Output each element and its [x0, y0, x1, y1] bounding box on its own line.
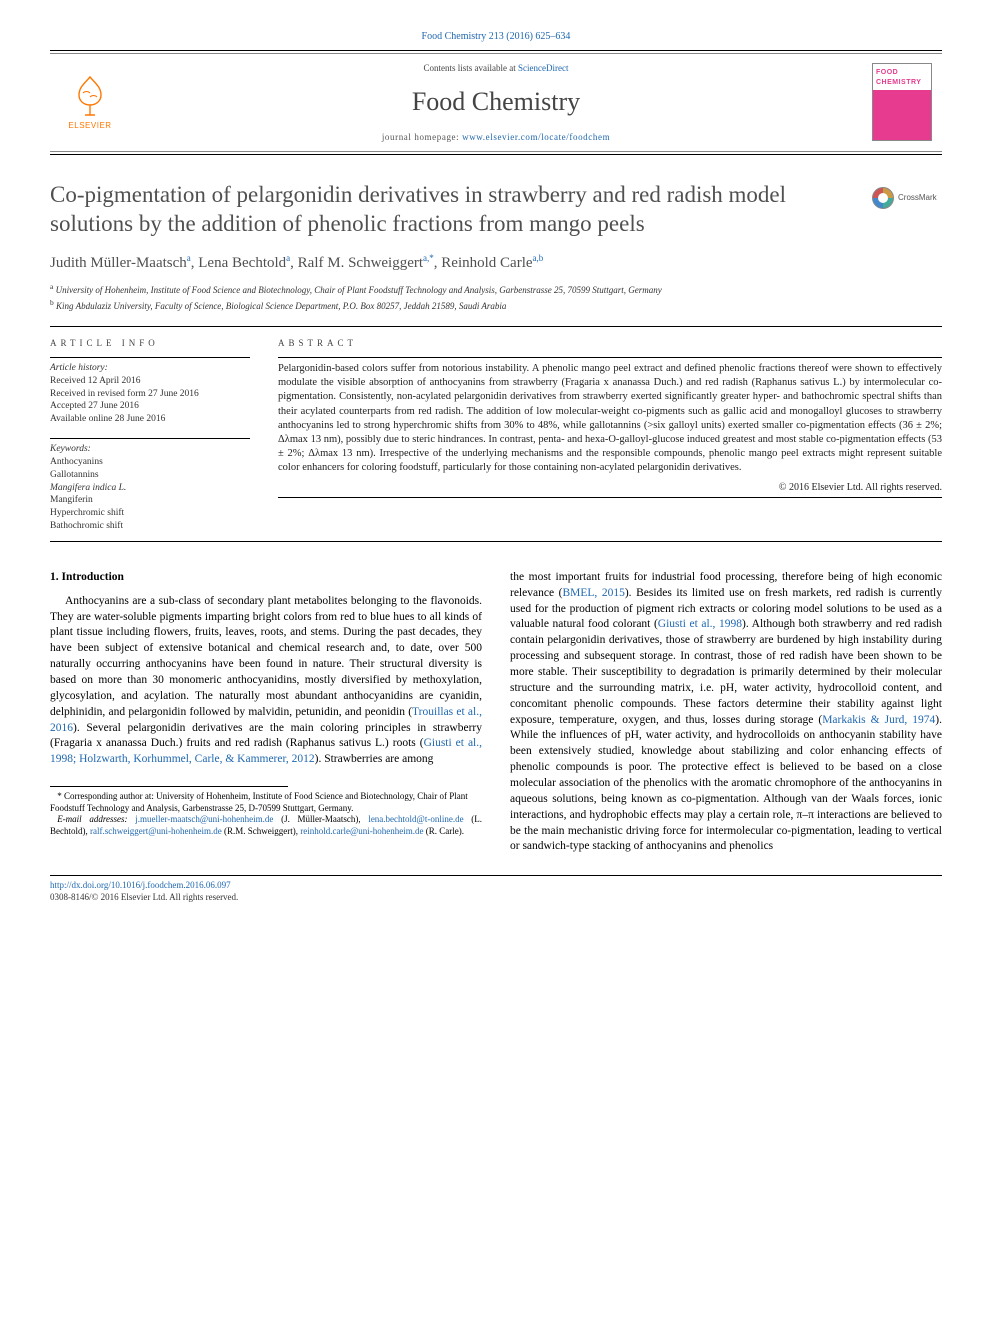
email-addresses: E-mail addresses: j.mueller-maatsch@uni-…: [50, 814, 482, 837]
email-link[interactable]: reinhold.carle@uni-hohenheim.de: [300, 826, 423, 836]
elsevier-text: ELSEVIER: [68, 121, 111, 132]
body-text: ). Several pelargonidin derivatives are …: [50, 722, 482, 750]
journal-cover-thumbnail: FOOD CHEMISTRY: [872, 63, 932, 141]
rule: [278, 497, 942, 498]
article-title: Co-pigmentation of pelargonidin derivati…: [50, 181, 942, 239]
citation-link[interactable]: BMEL, 2015: [562, 587, 624, 599]
rule: [50, 154, 942, 155]
elsevier-tree-icon: [67, 73, 113, 119]
doi-footer: http://dx.doi.org/10.1016/j.foodchem.201…: [50, 875, 942, 903]
rule: [278, 357, 942, 358]
body-text: ). While the influences of pH, water act…: [510, 714, 942, 853]
history-label: Article history:: [50, 362, 250, 375]
email-link[interactable]: j.mueller-maatsch@uni-hohenheim.de: [135, 814, 273, 824]
elsevier-logo: ELSEVIER: [60, 67, 120, 137]
author-list: Judith Müller-Maatscha, Lena Bechtolda, …: [50, 252, 942, 273]
keyword: Mangiferin: [50, 494, 250, 507]
issn-copyright: 0308-8146/© 2016 Elsevier Ltd. All right…: [50, 892, 238, 902]
rule: [50, 541, 942, 542]
author-aff: a,b: [533, 253, 544, 263]
body-text: ). Although both strawberry and red radi…: [510, 618, 942, 725]
body-paragraph: Anthocyanins are a sub-class of secondar…: [50, 594, 482, 768]
email-who: (J. Müller-Maatsch): [281, 814, 358, 824]
doi-link[interactable]: http://dx.doi.org/10.1016/j.foodchem.201…: [50, 880, 231, 890]
crossmark-badge[interactable]: CrossMark: [872, 187, 942, 209]
journal-homepage: journal homepage: www.elsevier.com/locat…: [120, 131, 872, 143]
abstract-heading: abstract: [278, 337, 942, 349]
author: Reinhold Carle: [441, 255, 532, 271]
author-aff: a: [286, 253, 290, 263]
crossmark-icon: [872, 187, 894, 209]
affiliation-b: b King Abdulaziz University, Faculty of …: [50, 298, 942, 312]
article-info-column: article info Article history: Received 1…: [50, 337, 250, 533]
history-item: Received in revised form 27 June 2016: [50, 388, 250, 401]
homepage-prefix: journal homepage:: [382, 132, 462, 142]
rule: [50, 357, 250, 358]
history-item: Accepted 27 June 2016: [50, 400, 250, 413]
homepage-link[interactable]: www.elsevier.com/locate/foodchem: [462, 132, 610, 142]
cover-line2: CHEMISTRY: [876, 78, 928, 87]
abstract-copyright: © 2016 Elsevier Ltd. All rights reserved…: [278, 481, 942, 495]
author: Lena Bechtold: [198, 255, 286, 271]
author-aff: a,*: [423, 253, 434, 263]
affiliation-a: a University of Hohenheim, Institute of …: [50, 282, 942, 296]
author: Judith Müller-Maatsch: [50, 255, 187, 271]
article-info-heading: article info: [50, 337, 250, 349]
citation-line: Food Chemistry 213 (2016) 625–634: [50, 30, 942, 44]
rule: [50, 50, 942, 51]
body-text: ). Strawberries are among: [315, 753, 434, 765]
abstract-text: Pelargonidin-based colors suffer from no…: [278, 362, 942, 475]
section-heading: 1. Introduction: [50, 570, 482, 586]
body-paragraph: the most important fruits for industrial…: [510, 570, 942, 855]
cover-line1: FOOD: [876, 68, 928, 77]
keyword: Bathochromic shift: [50, 520, 250, 533]
abstract-column: abstract Pelargonidin-based colors suffe…: [278, 337, 942, 533]
email-who: (R.M. Schweiggert): [224, 826, 296, 836]
email-who: (R. Carle): [426, 826, 462, 836]
rule: [50, 326, 942, 327]
keyword: Anthocyanins: [50, 456, 250, 469]
journal-header: ELSEVIER Contents lists available at Sci…: [50, 53, 942, 152]
keyword: Gallotannins: [50, 469, 250, 482]
crossmark-label: CrossMark: [898, 193, 937, 203]
affil-text: University of Hohenheim, Institute of Fo…: [56, 285, 662, 295]
contents-prefix: Contents lists available at: [424, 63, 518, 73]
journal-title: Food Chemistry: [120, 84, 872, 119]
body-text: Anthocyanins are a sub-class of secondar…: [50, 595, 482, 718]
email-label: E-mail addresses:: [57, 814, 127, 824]
footnote-rule: [50, 786, 288, 787]
keyword: Mangifera indica L.: [50, 482, 250, 495]
author-aff: a: [187, 253, 191, 263]
rule: [50, 438, 250, 439]
corresponding-author-footnote: * Corresponding author at: University of…: [50, 791, 482, 814]
keyword: Hyperchromic shift: [50, 507, 250, 520]
body-two-column: 1. Introduction Anthocyanins are a sub-c…: [50, 570, 942, 855]
keyword-italic: Mangifera indica L.: [50, 483, 126, 493]
email-link[interactable]: lena.bechtold@t-online.de: [368, 814, 463, 824]
history-item: Received 12 April 2016: [50, 375, 250, 388]
affil-text: King Abdulaziz University, Faculty of Sc…: [56, 301, 506, 311]
contents-available: Contents lists available at ScienceDirec…: [120, 62, 872, 74]
history-item: Available online 28 June 2016: [50, 413, 250, 426]
keywords-label: Keywords:: [50, 443, 250, 456]
sciencedirect-link[interactable]: ScienceDirect: [518, 63, 568, 73]
citation-link[interactable]: Giusti et al., 1998: [658, 618, 742, 630]
author: Ralf M. Schweiggert: [298, 255, 423, 271]
email-link[interactable]: ralf.schweiggert@uni-hohenheim.de: [90, 826, 222, 836]
title-text: Co-pigmentation of pelargonidin derivati…: [50, 182, 786, 236]
citation-link[interactable]: Markakis & Jurd, 1974: [822, 714, 935, 726]
